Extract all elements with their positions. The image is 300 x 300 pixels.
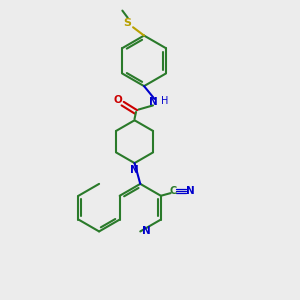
- Text: H: H: [161, 96, 169, 106]
- Text: C: C: [169, 186, 176, 196]
- Text: O: O: [114, 95, 123, 105]
- Text: N: N: [148, 98, 157, 107]
- Text: N: N: [130, 165, 139, 175]
- Text: N: N: [186, 186, 195, 196]
- Text: N: N: [142, 226, 151, 236]
- Text: S: S: [124, 18, 132, 28]
